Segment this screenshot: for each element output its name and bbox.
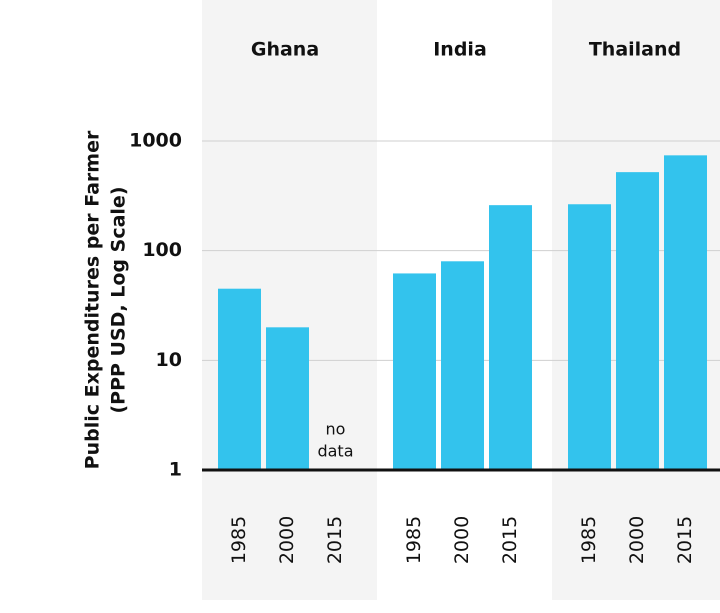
- bar: [664, 155, 707, 470]
- x-tick-label: 2015: [499, 516, 521, 564]
- x-tick-label: 2015: [324, 516, 346, 564]
- x-tick-label: 2000: [626, 516, 648, 564]
- bar: [568, 204, 611, 470]
- x-tick-label: 1985: [403, 516, 425, 564]
- x-tick-label: 2000: [451, 516, 473, 564]
- x-tick-label: 1985: [578, 516, 600, 564]
- annotation: no: [326, 420, 346, 439]
- y-tick-label: 1000: [129, 130, 182, 152]
- bar: [393, 273, 436, 470]
- bar: [441, 261, 484, 470]
- group-label: Thailand: [589, 39, 681, 61]
- y-axis-title-line: Public Expenditures per Farmer: [82, 130, 104, 469]
- bar: [616, 172, 659, 471]
- x-tick-label: 2000: [276, 516, 298, 564]
- y-tick-label: 10: [156, 349, 182, 371]
- group-label: Ghana: [251, 39, 319, 61]
- x-tick-label: 1985: [228, 516, 250, 564]
- x-tick-label: 2015: [674, 516, 696, 564]
- bar: [489, 205, 532, 470]
- annotation: data: [317, 442, 353, 461]
- group-label: India: [433, 39, 487, 61]
- y-tick-label: 100: [142, 239, 182, 261]
- bar: [266, 327, 309, 470]
- y-axis-title: Public Expenditures per Farmer (PPP USD,…: [82, 130, 130, 469]
- y-axis-title-line: (PPP USD, Log Scale): [108, 186, 130, 413]
- bar: [218, 288, 261, 470]
- y-tick-label: 1: [169, 459, 182, 481]
